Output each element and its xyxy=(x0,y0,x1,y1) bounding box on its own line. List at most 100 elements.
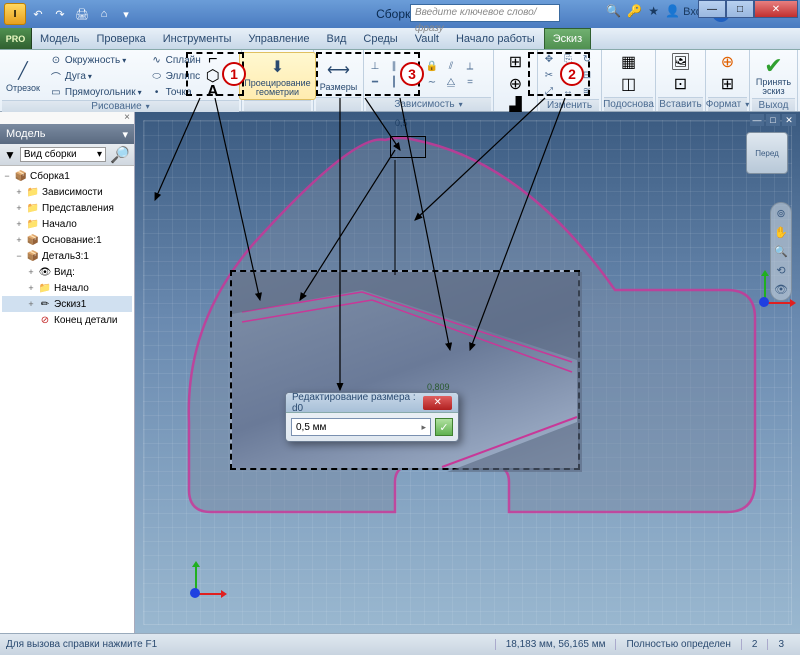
tree-item[interactable]: +📁Начало xyxy=(2,280,132,296)
filter-icon[interactable]: ▼ xyxy=(4,148,16,162)
insert-group-label: Вставить xyxy=(659,99,701,110)
canvas[interactable]: — □ ✕ 0,5 0,809 Перед ⊚ xyxy=(135,112,800,633)
user-icon[interactable]: 👤 xyxy=(665,4,680,18)
edit-dimension-dialog: Редактирование размера : d0 ✕ 0,5 мм ▸ ✓ xyxy=(285,392,459,442)
browser-close-icon[interactable]: × xyxy=(0,112,134,124)
constraint-symmetric-icon[interactable]: ⧋ xyxy=(442,75,460,90)
nav-bar: ⊚ ✋ 🔍 ⟲ 👁 xyxy=(770,202,792,301)
tree-item[interactable]: +📦Основание:1 xyxy=(2,232,132,248)
nav-pan-icon[interactable]: ✋ xyxy=(774,226,788,239)
expand-icon[interactable]: ▾ xyxy=(146,102,150,111)
close-button[interactable]: ✕ xyxy=(754,0,798,18)
tab-environments[interactable]: Среды xyxy=(355,28,406,49)
status-state: Полностью определен xyxy=(615,639,740,650)
qat-home-icon[interactable]: ⌂ xyxy=(94,4,114,24)
format-group-label: Формат xyxy=(706,99,742,110)
annotation-circle-1: 1 xyxy=(222,62,246,86)
minimize-button[interactable]: — xyxy=(698,0,726,18)
star-icon[interactable]: ★ xyxy=(648,4,659,18)
tab-sketch[interactable]: Эскиз xyxy=(544,28,591,49)
spline-icon: ∿ xyxy=(150,53,164,67)
tree-item[interactable]: +📁Представления xyxy=(2,200,132,216)
arc-button[interactable]: ⌒Дуга ▾ xyxy=(46,68,145,84)
qat-redo-icon[interactable]: ↷ xyxy=(50,4,70,24)
main-area: × Модель▾ ▼ Вид сборки▾ 🔎 −📦Сборка1+📁Зав… xyxy=(0,112,800,633)
nav-zoom-icon[interactable]: 🔍 xyxy=(774,245,788,258)
qat-undo-icon[interactable]: ↶ xyxy=(28,4,48,24)
status-help: Для вызова справки нажмите F1 xyxy=(6,639,495,650)
tab-getstarted[interactable]: Начало работы xyxy=(448,28,544,49)
dialog-close-button[interactable]: ✕ xyxy=(423,396,452,410)
rect-button[interactable]: ▭Прямоугольник ▾ xyxy=(46,84,145,100)
tree-item[interactable]: +📁Зависимости xyxy=(2,184,132,200)
insert-point-icon[interactable]: ⊡ xyxy=(674,74,687,94)
canvas-max-icon[interactable]: □ xyxy=(766,114,780,126)
tree-item[interactable]: ⊘Конец детали xyxy=(2,312,132,328)
line-button[interactable]: ╱ Отрезок xyxy=(2,57,44,95)
finish-sketch-button[interactable]: ✔ Принять эскиз xyxy=(752,52,795,98)
dim-top-label: 0,5 xyxy=(395,118,408,128)
browser-toolbar: ▼ Вид сборки▾ 🔎 xyxy=(0,144,134,166)
group-project: ⬇ Проецирование геометрии xyxy=(242,50,314,111)
qat-more-icon[interactable]: ▾ xyxy=(116,4,136,24)
model-browser: × Модель▾ ▼ Вид сборки▾ 🔎 −📦Сборка1+📁Зав… xyxy=(0,112,135,633)
circle-button[interactable]: ⊙Окружность ▾ xyxy=(46,52,145,68)
app-icon[interactable]: I xyxy=(4,3,26,25)
dimension-input[interactable]: 0,5 мм ▸ xyxy=(291,418,431,436)
zoom-dim-label: 0,809 xyxy=(427,382,450,392)
tab-view[interactable]: Вид xyxy=(319,28,356,49)
annotation-circle-3: 3 xyxy=(400,62,424,86)
layout-group-label: Подоснова xyxy=(603,99,654,110)
constraint-smooth-icon[interactable]: ∼ xyxy=(423,75,441,90)
group-finish: ✔ Принять эскиз Выход xyxy=(750,50,798,111)
qat-print-icon[interactable]: 🖨 xyxy=(72,4,92,24)
constraint-parallel-icon[interactable]: ⫽ xyxy=(442,59,460,74)
tree-item[interactable]: +✏Эскиз1 xyxy=(2,296,132,312)
constraint-fix-icon[interactable]: 🔒 xyxy=(423,59,441,74)
pro-button[interactable]: PRO xyxy=(0,28,32,49)
pattern-rect-icon[interactable]: ⊞ xyxy=(509,52,522,72)
format-icon1[interactable]: ⊕ xyxy=(721,52,734,72)
dialog-accept-button[interactable]: ✓ xyxy=(435,418,453,436)
dialog-titlebar[interactable]: Редактирование размера : d0 ✕ xyxy=(286,393,458,413)
tab-inspect[interactable]: Проверка xyxy=(88,28,154,49)
browser-header[interactable]: Модель▾ xyxy=(0,124,134,144)
browser-search-icon[interactable]: 🔎 xyxy=(110,145,130,165)
key-icon[interactable]: 🔑 xyxy=(627,4,642,18)
project-geometry-button[interactable]: ⬇ Проецирование геометрии xyxy=(239,52,315,100)
maximize-button[interactable]: □ xyxy=(726,0,754,18)
tab-model[interactable]: Модель xyxy=(32,28,88,49)
draw-group-label: Рисование xyxy=(91,101,141,112)
layout-icon1[interactable]: ▦ xyxy=(621,52,636,72)
status-num2: 3 xyxy=(767,639,794,650)
finish-group-label: Выход xyxy=(759,100,789,111)
tree-item[interactable]: +👁Вид: xyxy=(2,264,132,280)
tab-tools[interactable]: Инструменты xyxy=(155,28,241,49)
format-icon2[interactable]: ⊞ xyxy=(721,74,734,94)
layout-icon2[interactable]: ◫ xyxy=(621,74,636,94)
binoculars-icon[interactable]: 🔍 xyxy=(606,4,621,18)
line-label: Отрезок xyxy=(6,83,40,93)
tree-item[interactable]: −📦Деталь3:1 xyxy=(2,248,132,264)
view-dropdown[interactable]: Вид сборки▾ xyxy=(20,147,106,162)
canvas-min-icon[interactable]: — xyxy=(750,114,764,126)
nav-look-icon[interactable]: 👁 xyxy=(774,283,788,296)
search-input[interactable]: Введите ключевое слово/фразу xyxy=(410,4,560,22)
canvas-close-icon[interactable]: ✕ xyxy=(782,114,796,126)
modify-group-label: Изменить xyxy=(547,100,592,111)
nav-orbit-icon[interactable]: ⟲ xyxy=(776,264,785,277)
tree-item[interactable]: −📦Сборка1 xyxy=(2,168,132,184)
group-layout: ▦ ◫ Подоснова xyxy=(602,50,656,111)
tab-manage[interactable]: Управление xyxy=(240,28,318,49)
annotation-circle-2: 2 xyxy=(560,62,584,86)
pattern-circ-icon[interactable]: ⊕ xyxy=(509,74,522,94)
nav-wheel-icon[interactable]: ⊚ xyxy=(776,207,785,220)
constraint-equal-icon[interactable]: = xyxy=(461,75,479,90)
project-icon: ⬇ xyxy=(265,55,291,79)
input-expand-icon[interactable]: ▸ xyxy=(421,422,426,433)
tree-item[interactable]: +📁Начало xyxy=(2,216,132,232)
insert-image-icon[interactable]: 🖼 xyxy=(670,52,690,72)
top-selection-box xyxy=(390,136,426,158)
constraint-perp-icon[interactable]: ⟂ xyxy=(461,59,479,74)
view-cube[interactable]: Перед xyxy=(746,132,788,174)
